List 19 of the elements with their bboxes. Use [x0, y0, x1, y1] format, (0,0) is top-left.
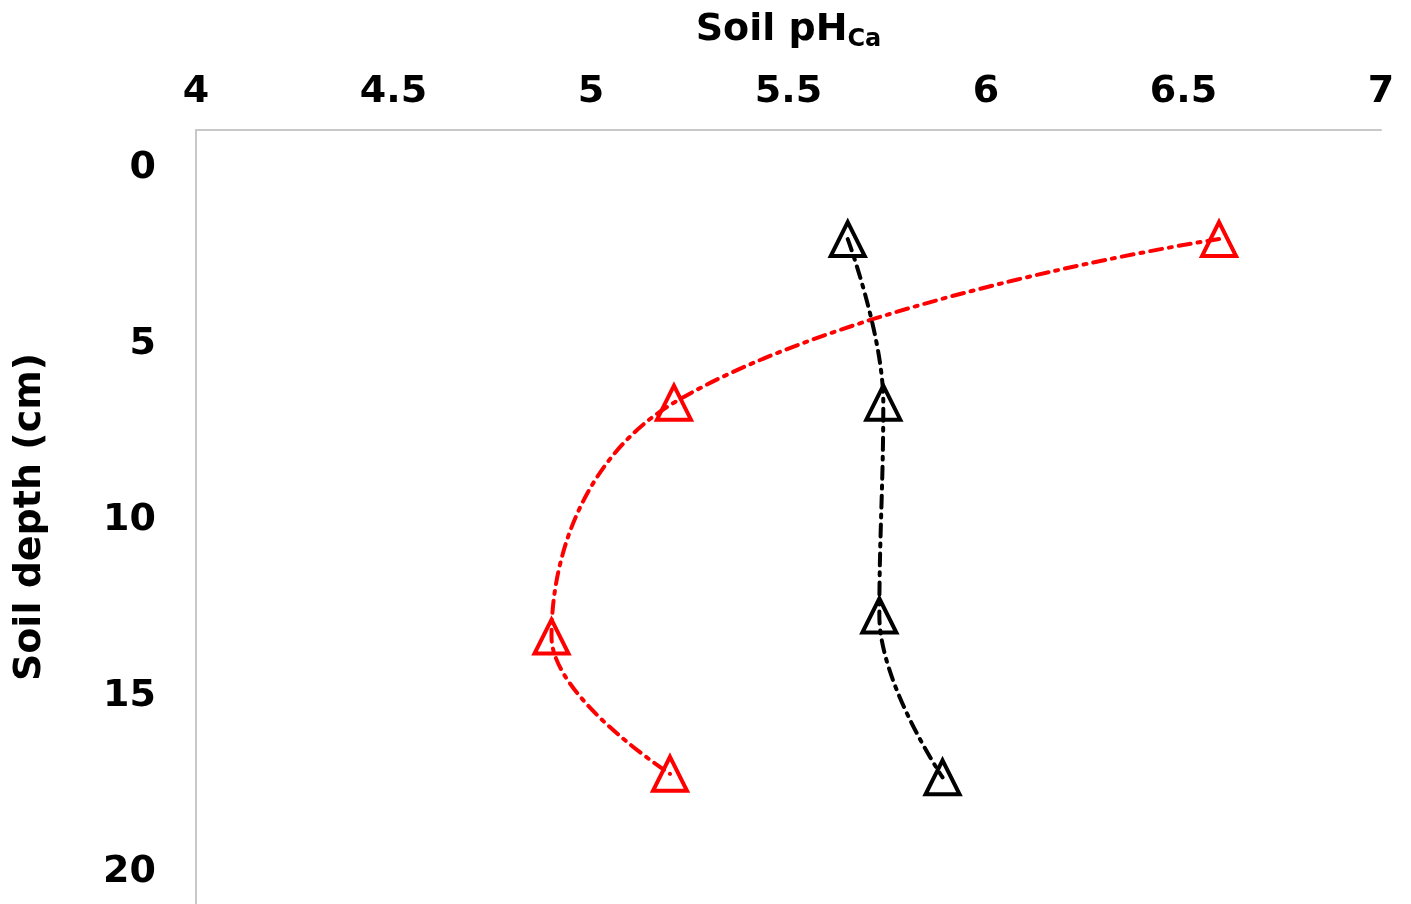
point [653, 381, 694, 422]
point [923, 758, 962, 797]
x-tick-label: 5 [577, 67, 605, 111]
x-tick-label: 4 [182, 67, 210, 111]
point [860, 596, 899, 635]
x-tick-label: 7 [1367, 67, 1395, 111]
y-tick-label: 10 [103, 495, 156, 539]
y-tick-label: 5 [129, 319, 156, 364]
x-tick-label: 6.5 [1149, 67, 1218, 111]
y-tick-label: 20 [103, 846, 156, 891]
point [531, 615, 572, 656]
y-tick-label: 0 [129, 143, 156, 188]
y-tick-label: 15 [103, 670, 156, 715]
point [649, 752, 691, 793]
x-tick-label: 5.5 [754, 67, 823, 111]
x-tick-label: 6 [972, 67, 1000, 111]
point [864, 383, 903, 422]
y-axis-title: Soil depth (cm) [5, 352, 49, 682]
x-tick-label: 4.5 [359, 67, 428, 111]
